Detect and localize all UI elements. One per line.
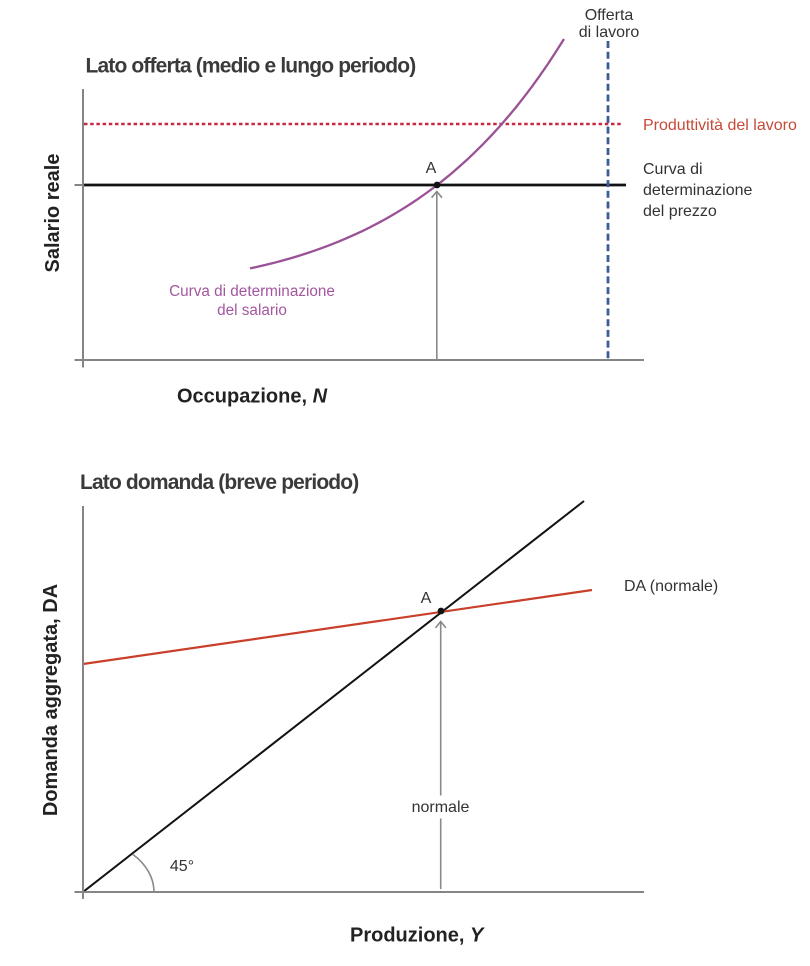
svg-text:Curva di: Curva di: [643, 161, 703, 178]
svg-text:Domanda aggregata, DA: Domanda aggregata, DA: [40, 584, 62, 816]
svg-text:del salario: del salario: [217, 302, 287, 319]
svg-text:DA (normale): DA (normale): [624, 578, 718, 595]
svg-text:Produttività del lavoro: Produttività del lavoro: [643, 117, 797, 134]
svg-text:A: A: [421, 590, 432, 607]
svg-text:determinazione: determinazione: [643, 182, 753, 199]
svg-text:Occupazione, N: Occupazione, N: [177, 386, 328, 408]
svg-text:Offerta: Offerta: [585, 7, 634, 24]
svg-text:45°: 45°: [170, 858, 194, 875]
svg-text:Lato domanda (breve periodo): Lato domanda (breve periodo): [80, 471, 358, 494]
svg-text:Salario reale: Salario reale: [42, 154, 64, 273]
svg-text:Lato offerta (medio e lungo pe: Lato offerta (medio e lungo periodo): [86, 55, 416, 78]
svg-text:di lavoro: di lavoro: [579, 24, 640, 41]
svg-text:Produzione, Y: Produzione, Y: [350, 925, 485, 947]
svg-text:A: A: [426, 160, 437, 177]
svg-text:normale: normale: [412, 799, 470, 816]
svg-text:del prezzo: del prezzo: [643, 203, 717, 220]
svg-text:Curva di determinazione: Curva di determinazione: [169, 283, 335, 300]
